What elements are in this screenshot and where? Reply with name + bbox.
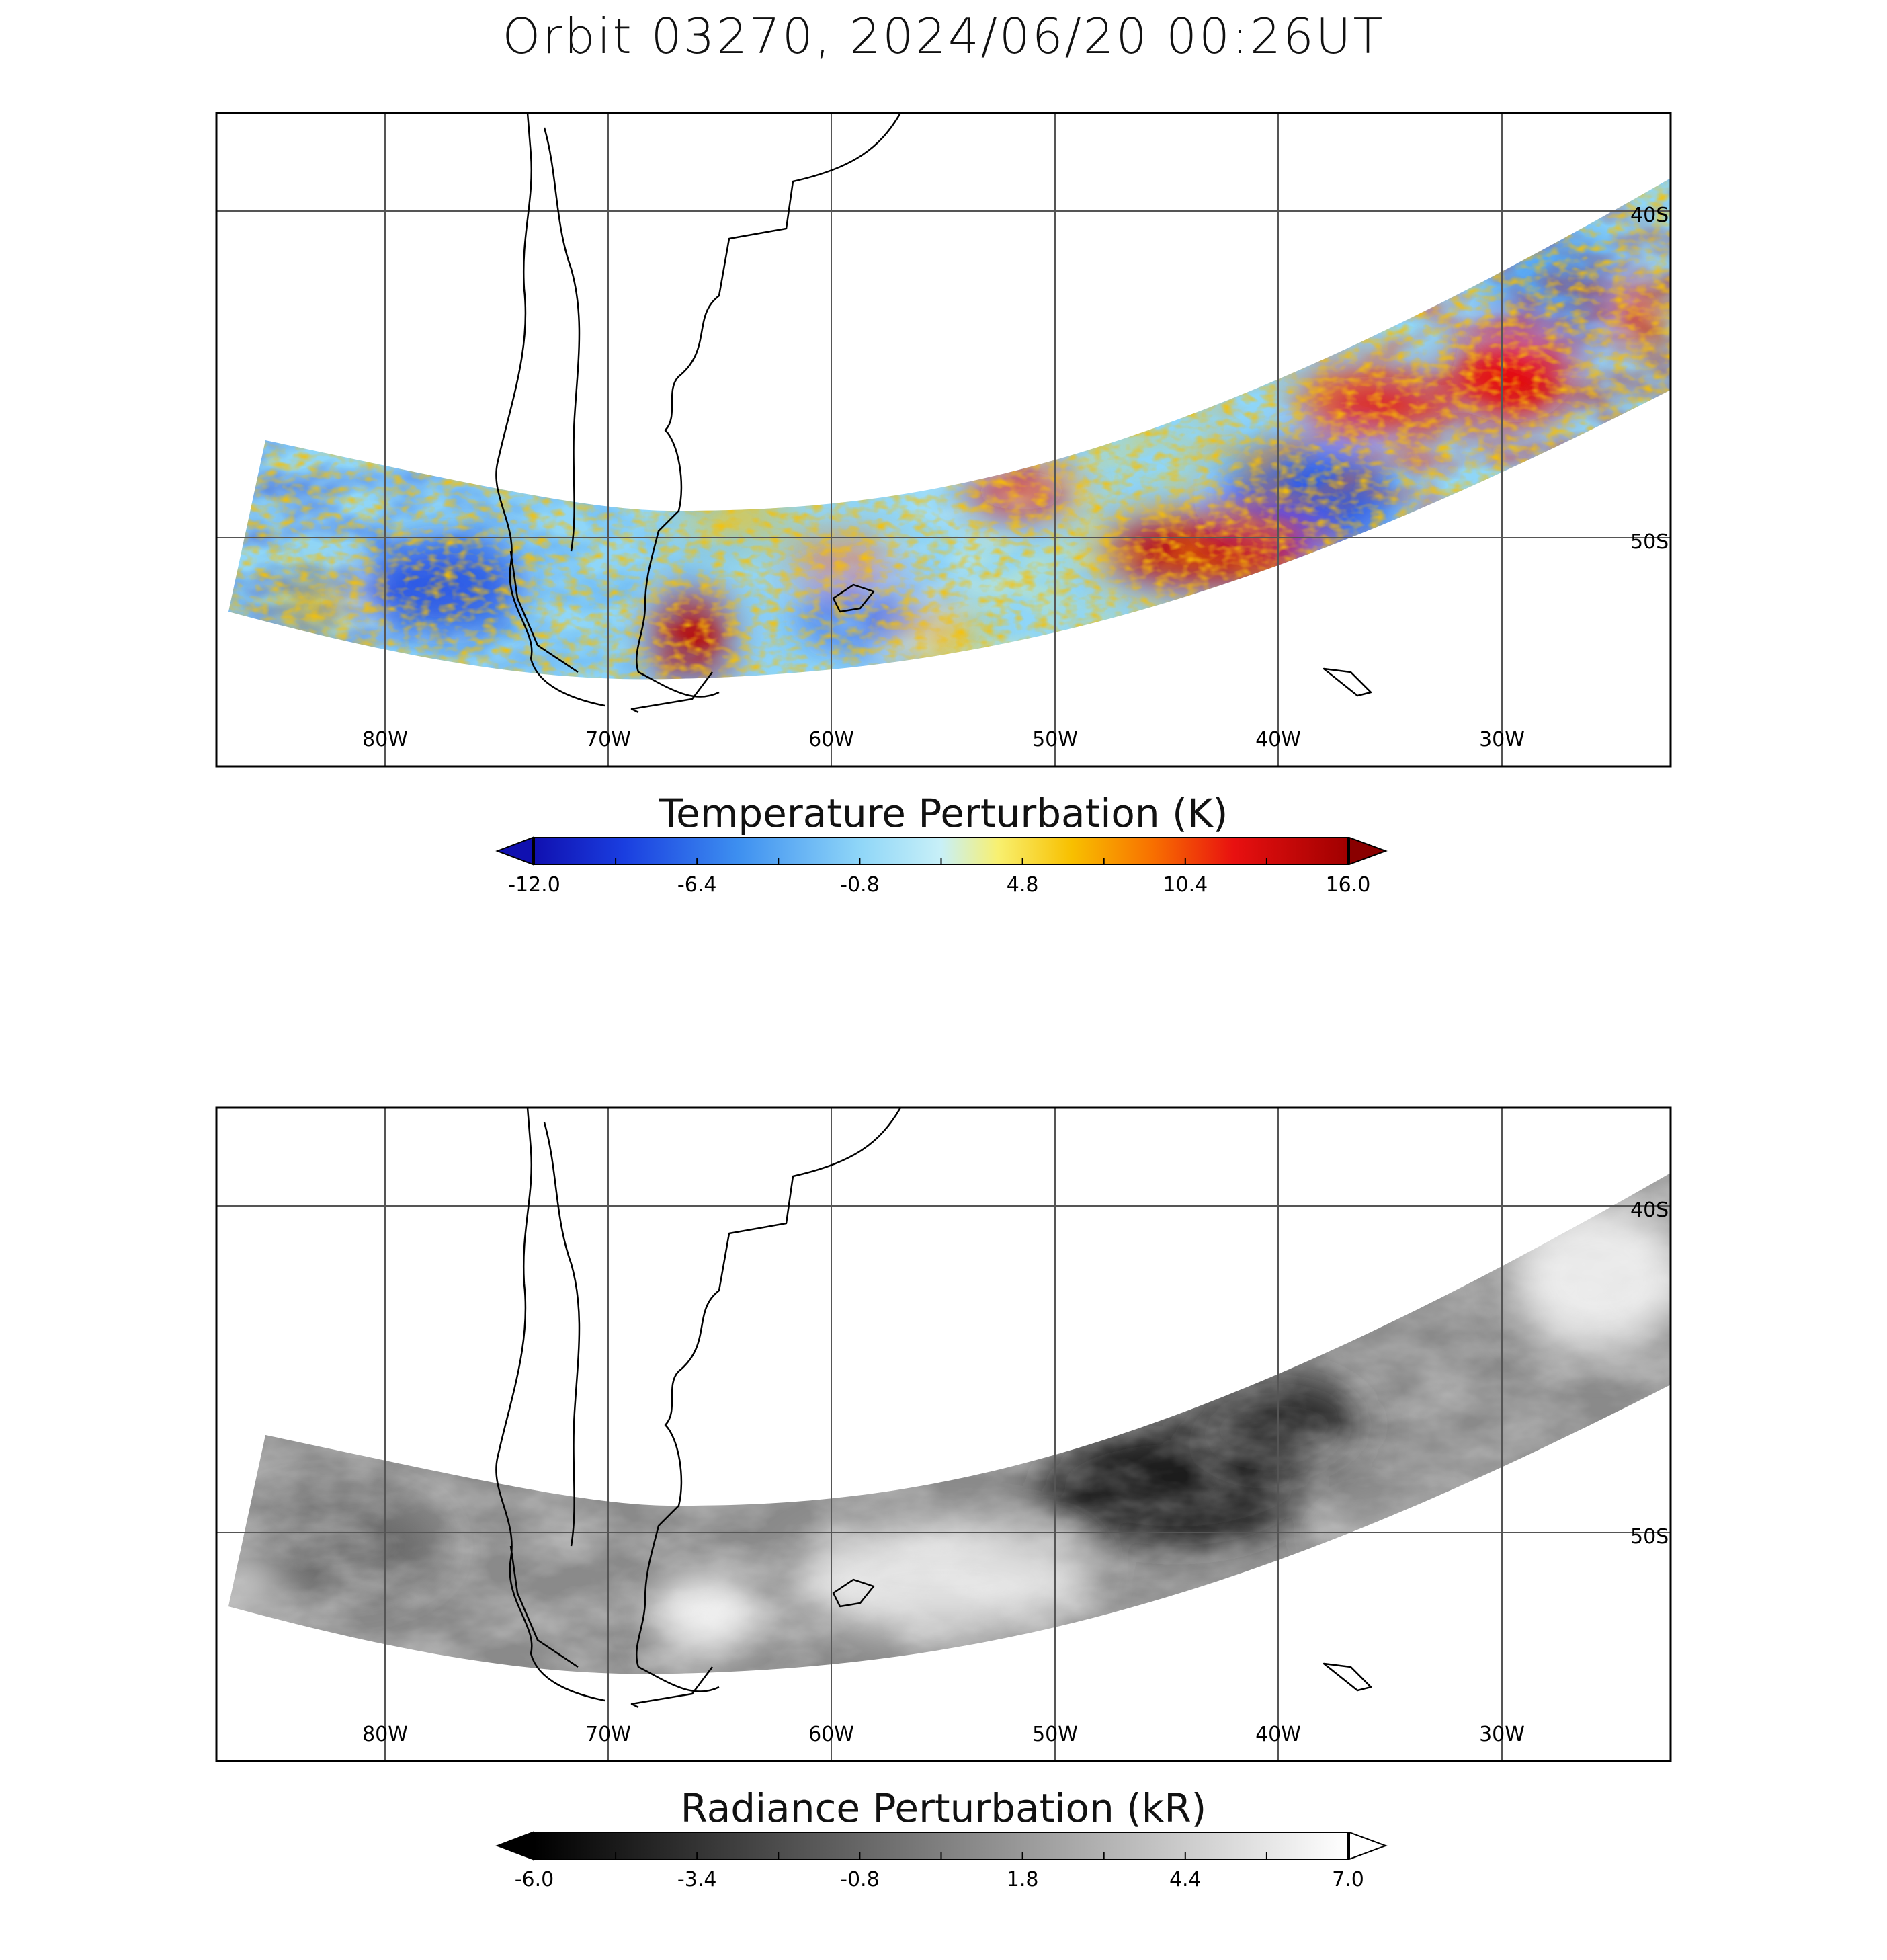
radiance-colorbar-tick-label: -0.8 <box>840 1868 880 1891</box>
radiance-map <box>216 1108 1671 1761</box>
lat-label-50s-top: 50S <box>1630 530 1669 554</box>
radiance-lon-label-80w: 80W <box>362 1723 408 1746</box>
figure-title: Orbit 03270, 2024/06/20 00:26UT <box>502 8 1385 65</box>
radiance-colorbar-tick-label: 1.8 <box>1007 1868 1039 1891</box>
lat-label-40s-bottom: 40S <box>1630 1198 1669 1222</box>
radiance-coastlines <box>495 1108 1372 1709</box>
radiance-lon-label-30w: 30W <box>1479 1723 1525 1746</box>
temperature-lon-label-80w: 80W <box>362 728 408 751</box>
temperature-coastlines <box>495 113 1372 714</box>
temperature-colorbar-tick-label: 16.0 <box>1326 873 1371 897</box>
radiance-lon-label-70w: 70W <box>585 1723 631 1746</box>
radiance-graticule <box>216 1108 1671 1761</box>
radiance-colorbar-tick-label: 4.4 <box>1169 1868 1202 1891</box>
radiance-lon-label-60w: 60W <box>808 1723 854 1746</box>
lat-label-50s-bottom: 50S <box>1630 1525 1669 1549</box>
temperature-colorbar-tick-label: 10.4 <box>1163 873 1208 897</box>
radiance-lon-label-40w: 40W <box>1255 1723 1301 1746</box>
radiance-colorbar: -6.0 -3.4 -0.8 1.8 4.4 7.0 <box>495 1831 1388 1891</box>
radiance-colorbar-bar <box>534 1832 1349 1860</box>
lat-label-40s-top: 40S <box>1630 204 1669 227</box>
temperature-colorbar: -12.0 -6.4 -0.8 4.8 10.4 16.0 <box>495 836 1388 897</box>
radiance-colorbar-tick-label: -6.0 <box>515 1868 554 1891</box>
temperature-colorbar-title: Temperature Perturbation (K) <box>659 790 1228 836</box>
radiance-colorbar-tick-label: 7.0 <box>1332 1868 1364 1891</box>
temperature-map <box>216 113 1671 766</box>
temperature-colorbar-tick-label: -6.4 <box>677 873 717 897</box>
temperature-colorbar-tick-label: -0.8 <box>840 873 880 897</box>
temperature-lon-label-50w: 50W <box>1032 728 1078 751</box>
temperature-colorbar-tick-label: -12.0 <box>508 873 560 897</box>
radiance-colorbar-tick-label: -3.4 <box>677 1868 717 1891</box>
radiance-lon-label-50w: 50W <box>1032 1723 1078 1746</box>
temperature-colorbar-tick-label: 4.8 <box>1007 873 1039 897</box>
radiance-colorbar-title: Radiance Perturbation (kR) <box>680 1785 1207 1831</box>
temperature-graticule <box>216 113 1671 766</box>
temperature-colorbar-low-extend <box>495 836 534 866</box>
temperature-lon-label-40w: 40W <box>1255 728 1301 751</box>
radiance-colorbar-high-extend <box>1349 1831 1388 1861</box>
radiance-colorbar-low-extend <box>495 1831 534 1861</box>
temperature-lon-label-60w: 60W <box>808 728 854 751</box>
radiance-frame <box>215 1106 1672 1762</box>
temperature-lon-label-30w: 30W <box>1479 728 1525 751</box>
temperature-lon-label-70w: 70W <box>585 728 631 751</box>
temperature-colorbar-high-extend <box>1349 836 1388 866</box>
